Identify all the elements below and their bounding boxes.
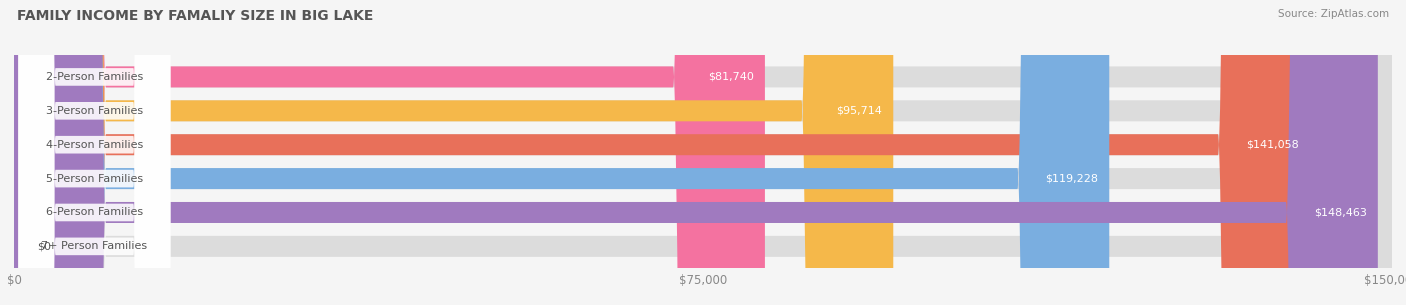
FancyBboxPatch shape [14, 0, 1392, 305]
Text: $81,740: $81,740 [709, 72, 754, 82]
FancyBboxPatch shape [18, 0, 170, 305]
FancyBboxPatch shape [18, 0, 170, 305]
Text: $141,058: $141,058 [1246, 140, 1299, 150]
Text: 4-Person Families: 4-Person Families [46, 140, 143, 150]
Text: $148,463: $148,463 [1315, 207, 1367, 217]
FancyBboxPatch shape [14, 0, 765, 305]
FancyBboxPatch shape [14, 0, 1310, 305]
Text: 5-Person Families: 5-Person Families [46, 174, 143, 184]
FancyBboxPatch shape [14, 0, 1378, 305]
Text: 7+ Person Families: 7+ Person Families [41, 241, 148, 251]
Text: $95,714: $95,714 [837, 106, 882, 116]
Text: 3-Person Families: 3-Person Families [46, 106, 143, 116]
FancyBboxPatch shape [14, 0, 1109, 305]
FancyBboxPatch shape [18, 0, 170, 305]
FancyBboxPatch shape [18, 0, 170, 305]
FancyBboxPatch shape [18, 0, 170, 305]
FancyBboxPatch shape [14, 0, 1392, 305]
Text: FAMILY INCOME BY FAMALIY SIZE IN BIG LAKE: FAMILY INCOME BY FAMALIY SIZE IN BIG LAK… [17, 9, 373, 23]
FancyBboxPatch shape [14, 0, 1392, 305]
Text: $0: $0 [37, 241, 51, 251]
Text: 2-Person Families: 2-Person Families [46, 72, 143, 82]
Text: Source: ZipAtlas.com: Source: ZipAtlas.com [1278, 9, 1389, 19]
FancyBboxPatch shape [18, 0, 170, 305]
FancyBboxPatch shape [14, 0, 1392, 305]
Text: $119,228: $119,228 [1045, 174, 1098, 184]
FancyBboxPatch shape [14, 0, 1392, 305]
FancyBboxPatch shape [14, 0, 1392, 305]
Text: 6-Person Families: 6-Person Families [46, 207, 143, 217]
FancyBboxPatch shape [14, 0, 893, 305]
